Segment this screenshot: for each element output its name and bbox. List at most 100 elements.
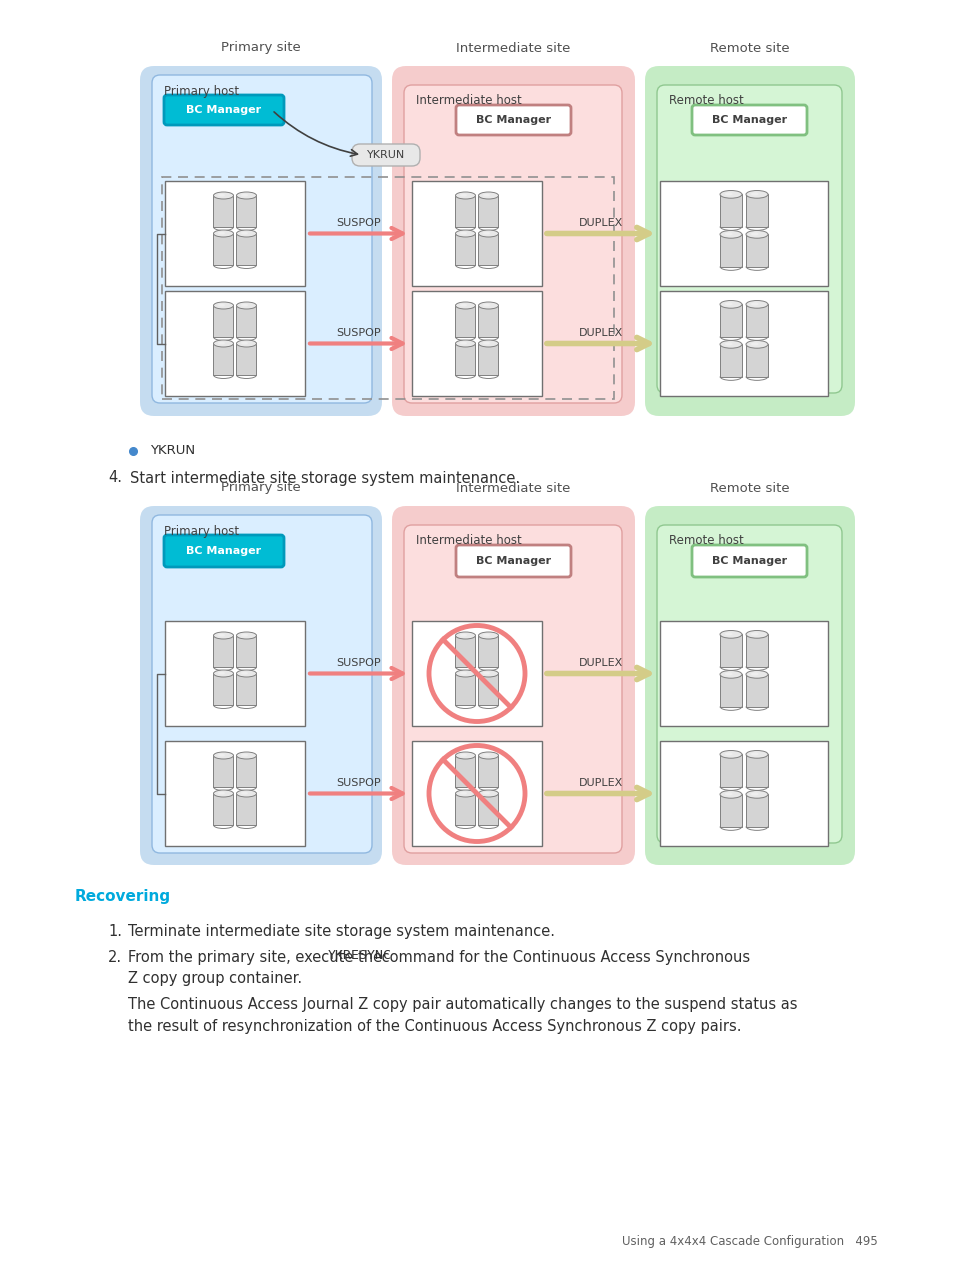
Ellipse shape <box>455 670 475 677</box>
FancyBboxPatch shape <box>412 180 541 286</box>
Bar <box>478 636 498 667</box>
Ellipse shape <box>459 231 467 235</box>
Ellipse shape <box>745 750 767 759</box>
Ellipse shape <box>478 230 498 236</box>
Text: Primary site: Primary site <box>221 482 300 494</box>
Ellipse shape <box>455 192 475 200</box>
Text: 1.: 1. <box>108 924 122 939</box>
Text: The Continuous Access Journal Z copy pair automatically changes to the suspend s: The Continuous Access Journal Z copy pai… <box>128 996 797 1012</box>
FancyBboxPatch shape <box>352 144 419 167</box>
Ellipse shape <box>218 304 225 306</box>
Bar <box>478 793 498 825</box>
Bar <box>745 344 767 376</box>
Ellipse shape <box>236 230 256 236</box>
Text: BC Manager: BC Manager <box>711 114 786 125</box>
Ellipse shape <box>478 632 498 639</box>
Text: SUSPOP: SUSPOP <box>335 657 380 667</box>
FancyBboxPatch shape <box>403 525 621 853</box>
FancyBboxPatch shape <box>165 291 305 397</box>
Bar <box>236 305 256 337</box>
Bar <box>213 196 233 228</box>
Ellipse shape <box>482 792 490 794</box>
Ellipse shape <box>459 634 467 637</box>
Bar <box>478 674 498 705</box>
Ellipse shape <box>720 300 741 308</box>
FancyBboxPatch shape <box>403 85 621 403</box>
FancyBboxPatch shape <box>644 506 854 866</box>
Text: BC Manager: BC Manager <box>186 105 261 114</box>
Ellipse shape <box>218 231 225 235</box>
Ellipse shape <box>745 671 767 679</box>
FancyBboxPatch shape <box>456 105 571 135</box>
Ellipse shape <box>218 754 225 756</box>
Bar <box>478 196 498 228</box>
Bar <box>745 755 767 787</box>
Ellipse shape <box>459 792 467 794</box>
Bar <box>720 194 741 226</box>
Ellipse shape <box>236 670 256 677</box>
Bar <box>236 755 256 787</box>
Ellipse shape <box>720 671 741 679</box>
Ellipse shape <box>482 342 490 344</box>
Bar <box>745 794 767 826</box>
Text: BC Manager: BC Manager <box>711 555 786 566</box>
Bar <box>720 304 741 337</box>
Ellipse shape <box>455 752 475 759</box>
Ellipse shape <box>724 302 732 305</box>
Text: DUPLEX: DUPLEX <box>578 328 622 338</box>
FancyBboxPatch shape <box>657 525 841 843</box>
Ellipse shape <box>745 230 767 238</box>
FancyBboxPatch shape <box>164 95 284 125</box>
Ellipse shape <box>724 233 732 235</box>
Ellipse shape <box>218 672 225 675</box>
Bar <box>213 755 233 787</box>
Ellipse shape <box>241 231 248 235</box>
Bar <box>236 234 256 264</box>
FancyBboxPatch shape <box>691 105 806 135</box>
Ellipse shape <box>720 191 741 198</box>
Ellipse shape <box>213 302 233 309</box>
Ellipse shape <box>478 752 498 759</box>
Ellipse shape <box>459 672 467 675</box>
Ellipse shape <box>750 633 758 636</box>
Text: From the primary site, execute the: From the primary site, execute the <box>128 949 386 965</box>
Ellipse shape <box>241 634 248 637</box>
Ellipse shape <box>750 752 758 755</box>
Ellipse shape <box>724 342 732 346</box>
Ellipse shape <box>241 754 248 756</box>
Ellipse shape <box>724 752 732 755</box>
Text: SUSPOP: SUSPOP <box>335 778 380 788</box>
Ellipse shape <box>482 634 490 637</box>
FancyBboxPatch shape <box>165 741 305 846</box>
Text: BC Manager: BC Manager <box>186 547 261 555</box>
Text: Recovering: Recovering <box>75 888 171 904</box>
Text: YKRUN: YKRUN <box>150 445 195 458</box>
Bar <box>213 234 233 264</box>
Text: Using a 4x4x4 Cascade Configuration   495: Using a 4x4x4 Cascade Configuration 495 <box>621 1234 877 1248</box>
Ellipse shape <box>213 341 233 347</box>
Bar <box>455 234 475 264</box>
Bar <box>455 196 475 228</box>
Text: SUSPOP: SUSPOP <box>335 328 380 338</box>
Ellipse shape <box>236 341 256 347</box>
Bar <box>455 674 475 705</box>
Ellipse shape <box>213 752 233 759</box>
Bar <box>213 674 233 705</box>
Ellipse shape <box>455 791 475 797</box>
Text: DUPLEX: DUPLEX <box>578 217 622 228</box>
Bar <box>455 305 475 337</box>
Bar <box>455 343 475 375</box>
Ellipse shape <box>241 672 248 675</box>
Ellipse shape <box>750 233 758 235</box>
Ellipse shape <box>745 791 767 798</box>
Ellipse shape <box>482 304 490 306</box>
Ellipse shape <box>745 300 767 308</box>
Ellipse shape <box>745 191 767 198</box>
FancyBboxPatch shape <box>659 741 827 846</box>
Bar <box>478 234 498 264</box>
Ellipse shape <box>750 192 758 196</box>
Ellipse shape <box>213 670 233 677</box>
Text: Intermediate host: Intermediate host <box>416 94 521 108</box>
Bar <box>720 794 741 826</box>
Ellipse shape <box>478 341 498 347</box>
